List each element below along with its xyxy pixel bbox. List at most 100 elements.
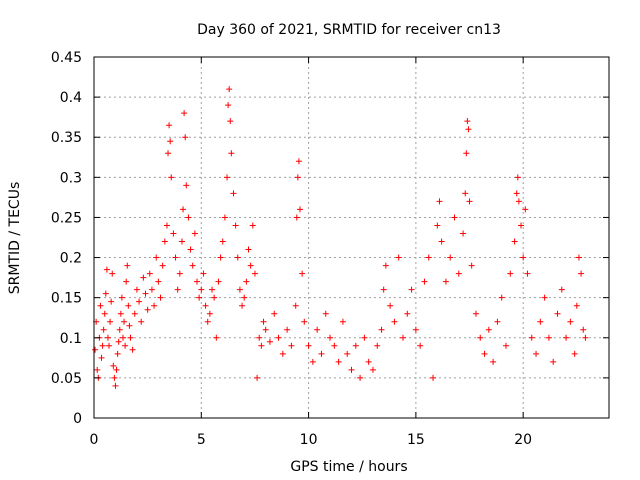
data-point [318,350,325,357]
data-point [514,174,521,181]
data-point [365,358,372,365]
y-tick-label: 0.25 [51,210,82,226]
data-point [110,362,117,369]
data-point [408,286,415,293]
data-point [288,342,295,349]
data-point [305,342,312,349]
data-point [129,346,136,353]
data-point [92,346,99,353]
data-point [213,334,220,341]
data-point [472,310,479,317]
y-tick-label: 0.4 [60,90,82,106]
tick-labels: 0 5 10 15 20 0 0.05 0.1 0.15 0.2 0.25 0.3 0.35 0.4 0.4… [51,50,532,448]
data-point [580,326,587,333]
data-point [327,334,334,341]
data-point [196,294,203,301]
data-point [382,262,389,269]
data-point [503,342,509,349]
data-point [99,342,106,349]
data-point [163,222,170,229]
data-point [204,318,211,325]
data-point [490,358,497,365]
data-point [198,286,205,293]
data-point [182,134,189,141]
data-point [148,286,155,293]
data-point [260,318,267,325]
data-point [97,302,104,309]
data-point [575,254,582,261]
data-point [369,366,376,373]
data-point [191,230,198,237]
data-point [168,174,175,181]
data-point [107,318,114,325]
grid-lines [94,57,609,418]
data-point [98,354,105,361]
data-point [524,270,531,277]
data-point [194,278,200,285]
data-point [292,302,299,309]
data-point [144,306,151,313]
data-point [284,326,291,333]
data-point [126,322,133,329]
data-point [176,270,183,277]
data-point [123,278,130,285]
y-tick-label: 0.35 [51,130,82,146]
data-point [200,270,207,277]
data-point [477,334,484,341]
data-point [380,286,387,293]
data-point [113,366,120,373]
data-point [578,270,585,277]
data-point [239,302,246,309]
data-point [100,326,107,333]
data-point [520,254,527,261]
data-point [344,350,351,357]
data-point [117,310,124,317]
data-point [167,138,174,145]
data-point [155,278,162,285]
data-point [109,270,116,277]
data-point [425,254,432,261]
data-point [125,302,132,309]
chart-title: Day 360 of 2021, SRMTID for receiver cn1… [197,22,501,38]
data-point [522,206,529,213]
data-point [180,206,187,213]
data-point [206,310,213,317]
data-point [528,334,535,341]
data-point [293,214,300,221]
data-point [412,326,419,333]
data-point [209,286,216,293]
data-point [254,374,261,381]
data-point [136,298,143,305]
data-point [108,298,115,305]
data-point [127,334,134,341]
data-point [309,358,316,365]
axes [93,56,610,419]
data-point [460,230,467,237]
data-point [251,270,258,277]
data-point [322,310,329,317]
y-tick-label: 0.1 [60,331,82,347]
data-point [94,366,101,373]
data-point [234,254,241,261]
data-point [533,350,540,357]
data-point [232,222,239,229]
data-point [172,254,179,261]
data-point [436,198,443,205]
data-point [228,150,235,157]
data-point [299,270,306,277]
data-point [567,318,574,325]
data-point [189,262,196,269]
data-point [558,286,565,293]
data-point [225,102,232,109]
data-point [404,310,411,317]
data-point [275,334,282,341]
data-point [211,294,218,301]
data-point [118,294,125,301]
data-point [465,126,472,133]
data-point [153,254,160,261]
data-point [455,270,462,277]
data-point [537,318,544,325]
data-point [159,262,166,269]
data-point [387,302,394,309]
data-point [112,382,119,389]
